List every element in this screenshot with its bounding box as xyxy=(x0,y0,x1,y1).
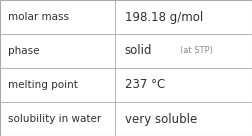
Text: melting point: melting point xyxy=(8,80,77,90)
Text: solid: solid xyxy=(125,44,152,58)
Text: solubility in water: solubility in water xyxy=(8,114,101,124)
Text: molar mass: molar mass xyxy=(8,12,69,22)
Text: (at STP): (at STP) xyxy=(180,47,213,55)
Text: 237 °C: 237 °C xyxy=(125,78,165,92)
Text: very soluble: very soluble xyxy=(125,112,197,126)
Text: 198.18 g/mol: 198.18 g/mol xyxy=(125,10,203,24)
Text: phase: phase xyxy=(8,46,39,56)
